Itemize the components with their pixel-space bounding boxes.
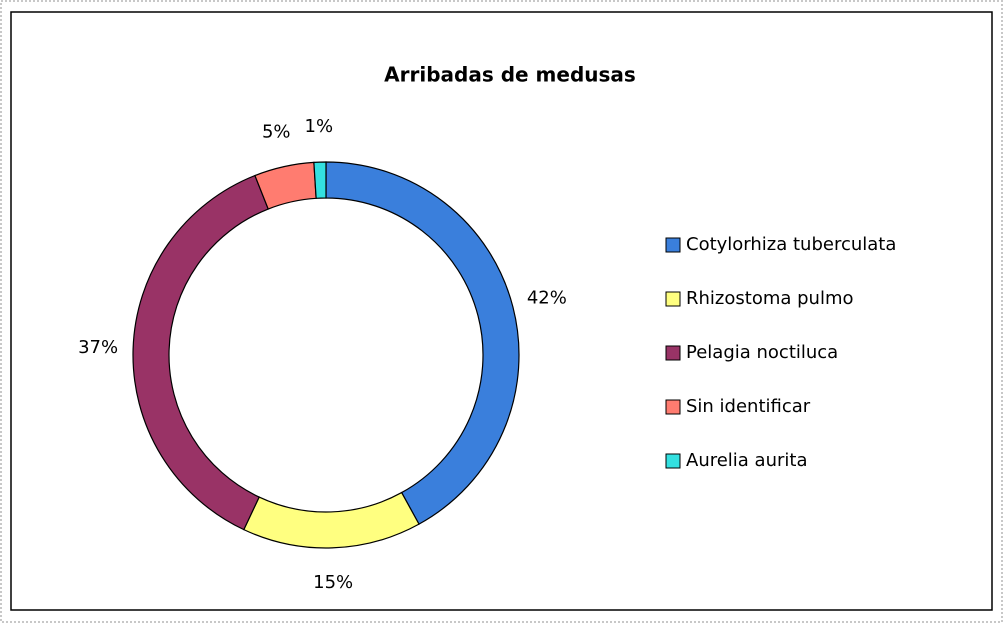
legend-swatch: [665, 453, 681, 469]
legend-label: Cotylorhiza tuberculata: [686, 234, 896, 255]
data-label: 37%: [78, 337, 118, 358]
legend-swatch: [665, 291, 681, 307]
legend-swatch: [665, 237, 681, 253]
legend-label: Pelagia noctiluca: [686, 342, 838, 363]
chart-title: Arribadas de medusas: [384, 63, 636, 87]
donut-segment: [313, 161, 327, 199]
legend-swatch: [665, 399, 681, 415]
data-label: 42%: [527, 287, 567, 308]
legend-label: Aurelia aurita: [686, 450, 807, 471]
legend-label: Rhizostoma pulmo: [686, 288, 854, 309]
legend-label: Sin identificar: [686, 396, 811, 417]
data-label: 15%: [313, 572, 353, 593]
legend-swatch: [665, 345, 681, 361]
data-label: 5%: [262, 121, 291, 142]
data-label: 1%: [305, 116, 334, 137]
